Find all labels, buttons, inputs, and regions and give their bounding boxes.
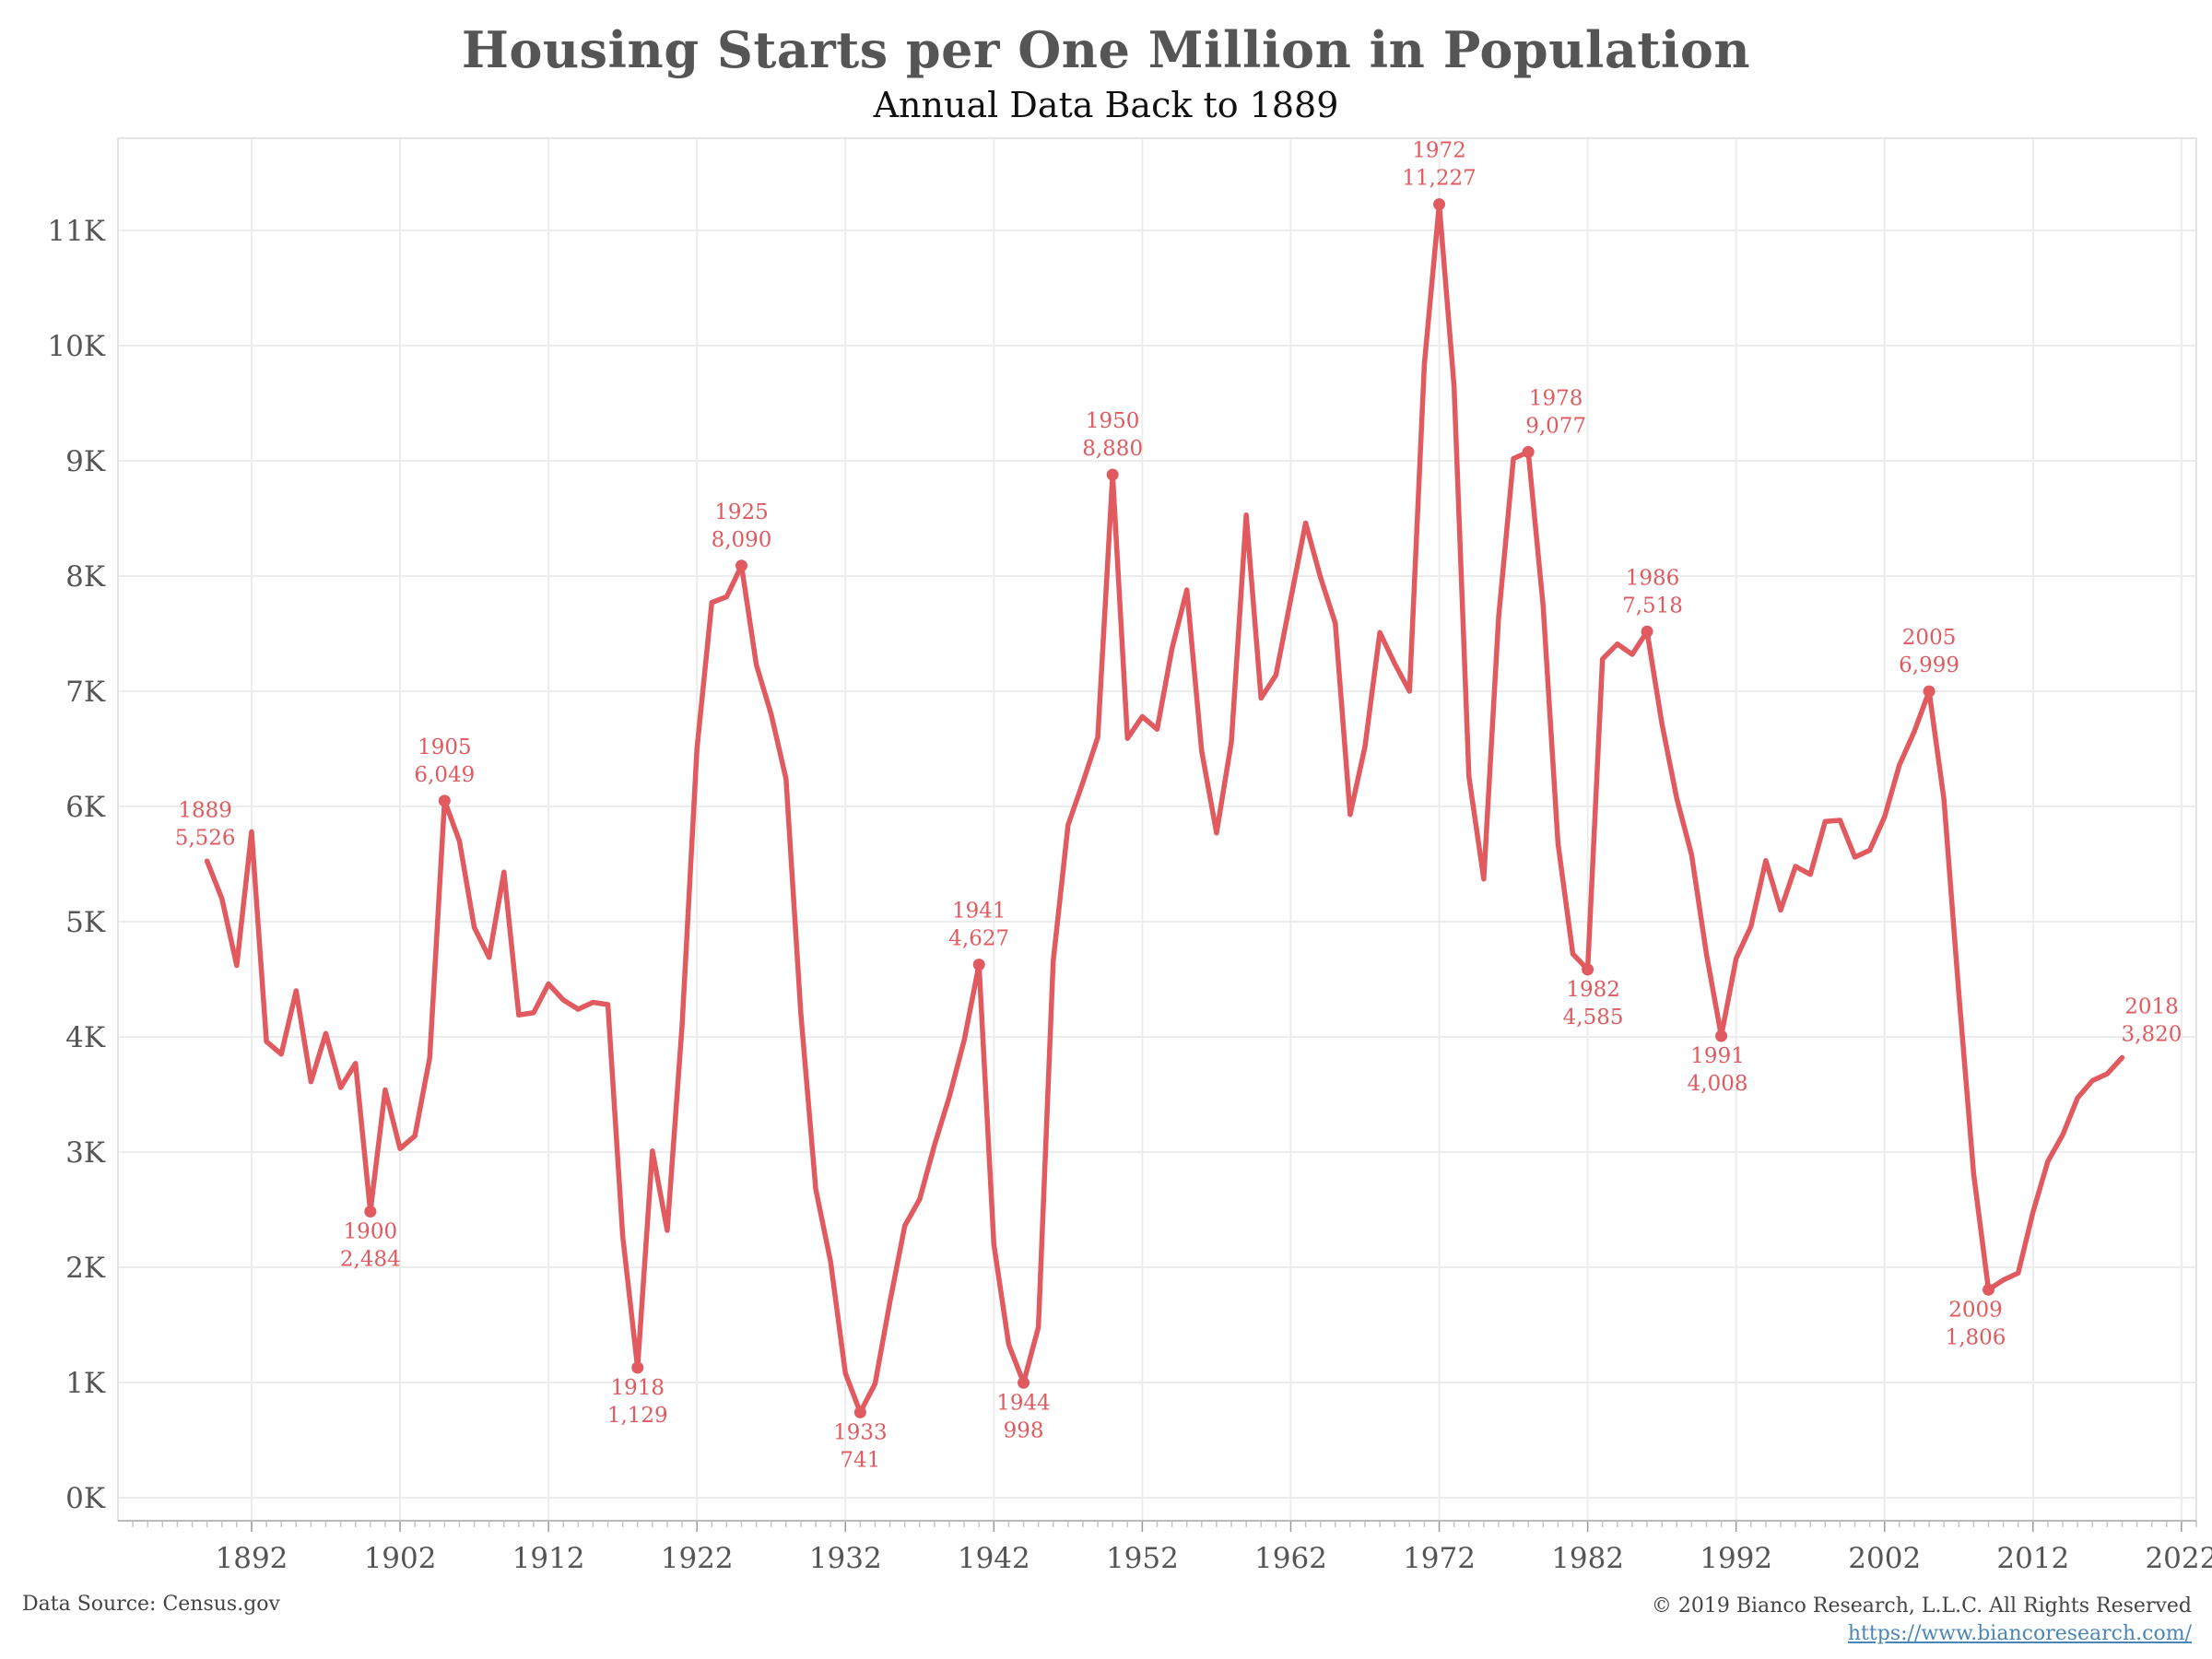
annotation-value: 6,999	[1899, 653, 1959, 677]
annotation-value: 8,880	[1082, 437, 1143, 461]
y-tick-label: 1K	[65, 1367, 106, 1400]
y-tick-label: 10K	[47, 330, 105, 363]
x-tick-label: 1912	[512, 1542, 585, 1575]
annotation-year: 1941	[952, 900, 1006, 924]
annotation-marker	[631, 1361, 644, 1374]
y-tick-label: 0K	[65, 1482, 106, 1515]
copyright-text: © 2019 Bianco Research, L.L.C. All Right…	[1651, 1594, 2192, 1618]
x-tick-label: 1922	[661, 1542, 734, 1575]
annotation-year: 1944	[996, 1391, 1051, 1415]
x-tick-label: 1942	[958, 1542, 1030, 1575]
annotation-value: 3,820	[2122, 1023, 2183, 1047]
annotation-marker	[438, 794, 451, 807]
annotation-value: 4,627	[948, 927, 1009, 951]
y-tick-label: 2K	[65, 1252, 106, 1285]
annotation-marker	[972, 959, 985, 971]
annotation-year: 1933	[833, 1420, 888, 1444]
y-tick-label: 4K	[65, 1021, 106, 1054]
annotation-year: 1991	[1690, 1044, 1745, 1068]
annotation-year: 1982	[1566, 978, 1620, 1002]
x-tick-label: 2012	[1996, 1542, 2069, 1575]
annotation-year: 1950	[1086, 409, 1140, 433]
annotation-value: 4,008	[1688, 1072, 1748, 1096]
annotation-marker	[853, 1406, 866, 1418]
chart-title: Housing Starts per One Million in Popula…	[461, 20, 1751, 79]
annotation-year: 1925	[714, 500, 769, 524]
data-source-note: Data Source: Census.gov	[22, 1593, 280, 1616]
annotation-year: 1905	[418, 735, 472, 759]
annotation-value: 2,484	[340, 1248, 401, 1272]
annotation-value: 8,090	[712, 528, 772, 552]
x-tick-label: 1902	[364, 1542, 437, 1575]
x-tick-label: 2002	[1848, 1542, 1921, 1575]
x-tick-label: 1932	[809, 1542, 882, 1575]
x-tick-label: 1892	[216, 1542, 288, 1575]
website-link[interactable]: https://www.biancoresearch.com/	[1847, 1622, 2192, 1645]
y-tick-label: 9K	[65, 445, 106, 478]
y-tick-label: 11K	[47, 215, 105, 248]
annotation-marker	[1433, 198, 1446, 211]
annotation-year: 1978	[1529, 386, 1583, 410]
annotation-marker	[1018, 1376, 1030, 1389]
annotation-marker	[1641, 625, 1653, 638]
x-tick-label: 2022	[2145, 1542, 2212, 1575]
x-tick-label: 1982	[1551, 1542, 1624, 1575]
annotation-year: 1889	[178, 798, 232, 822]
annotation-value: 998	[1004, 1418, 1044, 1442]
x-tick-label: 1952	[1106, 1542, 1179, 1575]
annotations: 1889 5,526 1900 2,484 1905 6,049 1918 1,129 1925…	[175, 139, 2183, 1473]
x-axis-ticks: 1892 1902 1912 1922 1932 1942 1952 1962 1972 1982…	[216, 1542, 2212, 1575]
annotation-marker	[364, 1206, 377, 1218]
annotation-value: 7,518	[1622, 594, 1683, 618]
annotation-marker	[1715, 1030, 1728, 1042]
annotation-value: 741	[840, 1448, 880, 1472]
annotation-year: 1900	[344, 1220, 398, 1244]
annotation-year: 1918	[610, 1376, 665, 1400]
annotation-year: 2009	[1948, 1298, 2003, 1322]
x-tick-label: 1962	[1254, 1542, 1327, 1575]
x-tick-label: 1972	[1403, 1542, 1476, 1575]
chart-subtitle: Annual Data Back to 1889	[873, 85, 1339, 125]
copyright-block: © 2019 Bianco Research, L.L.C. All Right…	[1652, 1593, 2192, 1648]
y-tick-label: 5K	[65, 906, 106, 939]
y-tick-label: 6K	[65, 791, 106, 824]
y-tick-label: 3K	[65, 1136, 106, 1170]
annotation-value: 11,227	[1402, 167, 1476, 191]
annotation-marker	[1582, 963, 1594, 976]
annotation-year: 2005	[1902, 626, 1957, 650]
annotation-marker	[1923, 685, 1936, 698]
annotation-marker	[1983, 1283, 1994, 1296]
annotation-value: 4,585	[1563, 1006, 1624, 1030]
x-tick-label: 1992	[1700, 1542, 1772, 1575]
gridlines	[118, 138, 2196, 1521]
annotation-year: 1986	[1626, 566, 1680, 590]
y-axis-ticks: 0K 1K 2K 3K 4K 5K 6K 7K 8K 9K 10K 11K	[47, 215, 105, 1515]
annotation-marker	[1522, 445, 1535, 458]
annotation-value: 1,129	[607, 1404, 668, 1428]
annotation-value: 9,077	[1525, 414, 1586, 438]
series-line	[204, 201, 2125, 1416]
axes	[117, 137, 2197, 1532]
annotation-year: 2018	[2124, 995, 2179, 1019]
annotation-year: 1972	[1412, 139, 1466, 163]
annotation-value: 6,049	[414, 763, 475, 787]
y-tick-label: 8K	[65, 560, 106, 594]
annotation-value: 1,806	[1946, 1325, 2006, 1349]
y-tick-label: 7K	[65, 676, 106, 709]
annotation-marker	[735, 559, 747, 572]
annotation-value: 5,526	[175, 826, 236, 850]
annotation-marker	[1106, 468, 1119, 481]
series-housing-starts	[204, 201, 2125, 1416]
